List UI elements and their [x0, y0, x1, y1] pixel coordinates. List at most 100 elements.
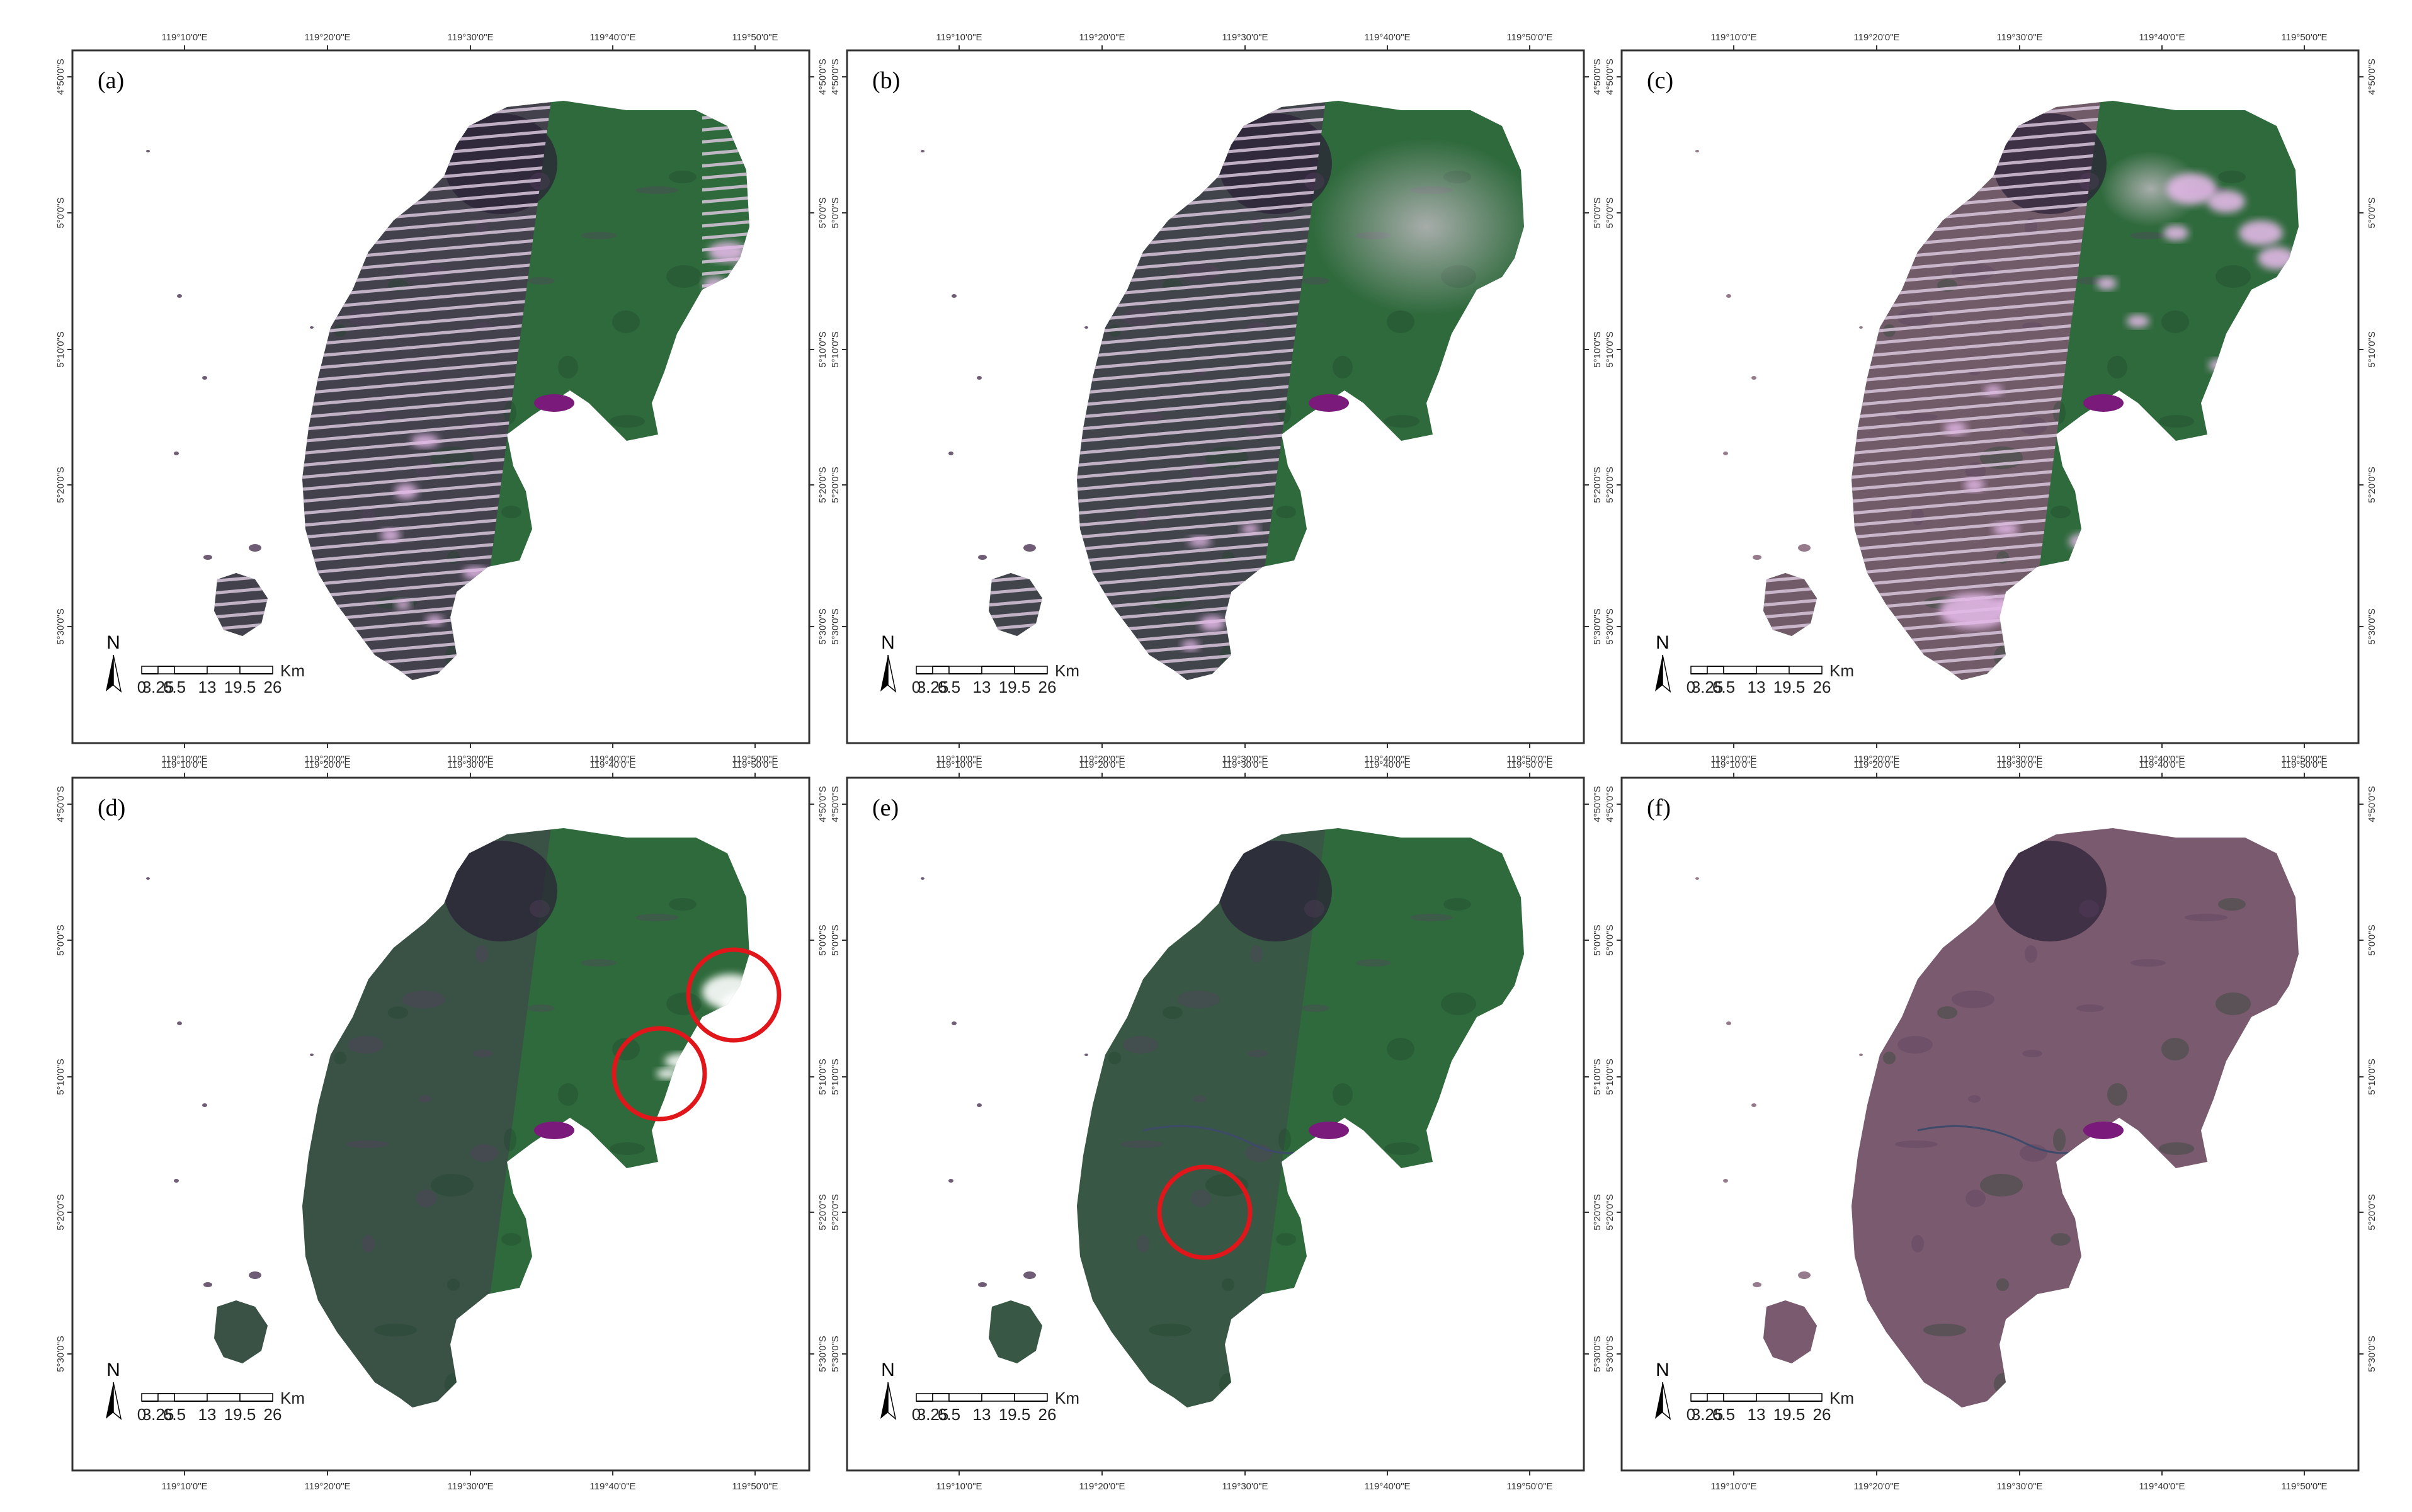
longitude-label: 119°30'0"E: [1222, 1481, 1268, 1492]
latitude-label: 5°10'0"S: [2367, 1059, 2377, 1095]
longitude-label: 119°20'0"E: [1079, 759, 1125, 770]
latitude-label: 5°0'0"S: [1592, 197, 1603, 228]
longitude-label: 119°30'0"E: [1996, 759, 2042, 770]
cloud-patch: [2163, 225, 2188, 241]
panel-label: (c): [1647, 67, 1673, 94]
longitude-label: 119°40'0"E: [2139, 754, 2185, 765]
scale-label: 6.5: [1712, 678, 1735, 696]
islet: [1023, 1271, 1036, 1279]
longitude-label: 119°50'0"E: [1506, 759, 1552, 770]
latitude-label: 5°20'0"S: [830, 467, 841, 503]
latitude-label: 5°10'0"S: [817, 331, 828, 368]
north-label: N: [881, 632, 895, 653]
longitude-label: 119°20'0"E: [1853, 1481, 1899, 1492]
islet: [1859, 1054, 1863, 1056]
longitude-label: 119°50'0"E: [1506, 1481, 1552, 1492]
cloud-patch: [1993, 523, 2018, 535]
scale-unit: Km: [280, 1389, 305, 1407]
latitude-label: 5°30'0"S: [817, 1336, 828, 1372]
scale-unit: Km: [1829, 1389, 1854, 1407]
islet: [952, 294, 957, 298]
scale-label: 6.5: [938, 678, 960, 696]
latitude-label: 5°10'0"S: [1605, 331, 1615, 368]
longitude-label: 119°40'0"E: [1364, 754, 1410, 765]
scale-unit: Km: [1055, 661, 1079, 680]
scale-label: 19.5: [224, 1405, 256, 1424]
lake: [534, 1122, 574, 1139]
panel-label: (d): [98, 795, 125, 821]
longitude-label: 119°30'0"E: [1996, 754, 2042, 765]
latitude-label: 4°50'0"S: [830, 786, 841, 822]
scale-label: 13: [198, 1405, 217, 1424]
scale-label: 6.5: [163, 678, 186, 696]
longitude-label: 119°20'0"E: [1079, 1481, 1125, 1492]
scale-label: 3.25: [917, 1405, 949, 1424]
latitude-label: 5°20'0"S: [55, 467, 66, 503]
longitude-label: 119°40'0"E: [1364, 32, 1410, 43]
islet: [310, 326, 314, 329]
lake: [1309, 394, 1349, 412]
longitude-label: 119°10'0"E: [1710, 754, 1756, 765]
longitude-label: 119°40'0"E: [589, 1481, 635, 1492]
longitude-label: 119°40'0"E: [1364, 759, 1410, 770]
islet: [1695, 150, 1699, 152]
islet: [177, 294, 182, 298]
islet: [1695, 877, 1699, 880]
latitude-label: 5°10'0"S: [830, 331, 841, 368]
longitude-label: 119°30'0"E: [1222, 754, 1268, 765]
longitude-label: 119°10'0"E: [161, 754, 207, 765]
scale-unit: Km: [1055, 1389, 1079, 1407]
latitude-label: 5°0'0"S: [817, 924, 828, 955]
latitude-label: 5°20'0"S: [830, 1194, 841, 1231]
scale-label: 3.25: [142, 1405, 174, 1424]
north-arrow: N: [880, 1360, 897, 1420]
islet: [1723, 452, 1728, 455]
longitude-label: 119°40'0"E: [589, 754, 635, 765]
latitude-label: 5°10'0"S: [55, 331, 66, 368]
longitude-label: 119°20'0"E: [1853, 754, 1899, 765]
scale-label: 3.25: [917, 678, 949, 696]
map-panel: 119°10'0"E 119°10'0"E 119°20'0"E 119°20'0"E…: [55, 759, 828, 1492]
island-landmass: [302, 828, 749, 1407]
cloud-patch: [1200, 616, 1225, 631]
scale-label: 13: [1748, 1405, 1766, 1424]
islet: [1859, 326, 1863, 329]
islet: [977, 1103, 982, 1107]
north-arrow: N: [1655, 632, 1671, 693]
panel-label: (b): [872, 67, 900, 94]
scale-label: 26: [1038, 1405, 1057, 1424]
islet: [1723, 1179, 1728, 1183]
latitude-label: 4°50'0"S: [817, 59, 828, 95]
longitude-label: 119°50'0"E: [732, 754, 778, 765]
cloud-patch: [2207, 190, 2245, 213]
latitude-label: 4°50'0"S: [1605, 59, 1615, 95]
longitude-label: 119°10'0"E: [1710, 32, 1756, 43]
latitude-label: 5°20'0"S: [817, 467, 828, 503]
latitude-label: 4°50'0"S: [2367, 786, 2377, 822]
longitude-label: 119°10'0"E: [936, 754, 982, 765]
longitude-label: 119°50'0"E: [2281, 759, 2327, 770]
map-panel: 119°10'0"E 119°10'0"E 119°20'0"E 119°20'0"E…: [830, 759, 1603, 1492]
panels-grid: 119°10'0"E 119°10'0"E 119°20'0"E 119°20'0"E…: [55, 32, 2377, 1492]
scale-unit: Km: [1829, 661, 1854, 680]
latitude-label: 4°50'0"S: [830, 59, 841, 95]
longitude-label: 119°10'0"E: [936, 1481, 982, 1492]
longitude-label: 119°30'0"E: [1222, 32, 1268, 43]
latitude-label: 5°20'0"S: [1605, 467, 1615, 503]
cloud-patch: [1984, 385, 2002, 395]
islet: [1023, 544, 1036, 552]
lake: [1309, 1122, 1349, 1139]
north-arrow: N: [880, 632, 897, 693]
latitude-label: 5°0'0"S: [2367, 197, 2377, 228]
longitude-label: 119°50'0"E: [732, 1481, 778, 1492]
islet: [203, 1282, 212, 1287]
islet: [978, 555, 987, 560]
small-island: [214, 1300, 268, 1363]
islet: [1084, 1054, 1088, 1056]
latitude-label: 5°30'0"S: [1592, 1336, 1603, 1372]
latitude-label: 5°30'0"S: [55, 1336, 66, 1372]
latitude-label: 5°10'0"S: [55, 1059, 66, 1095]
islet: [146, 150, 150, 152]
islet: [202, 376, 207, 380]
